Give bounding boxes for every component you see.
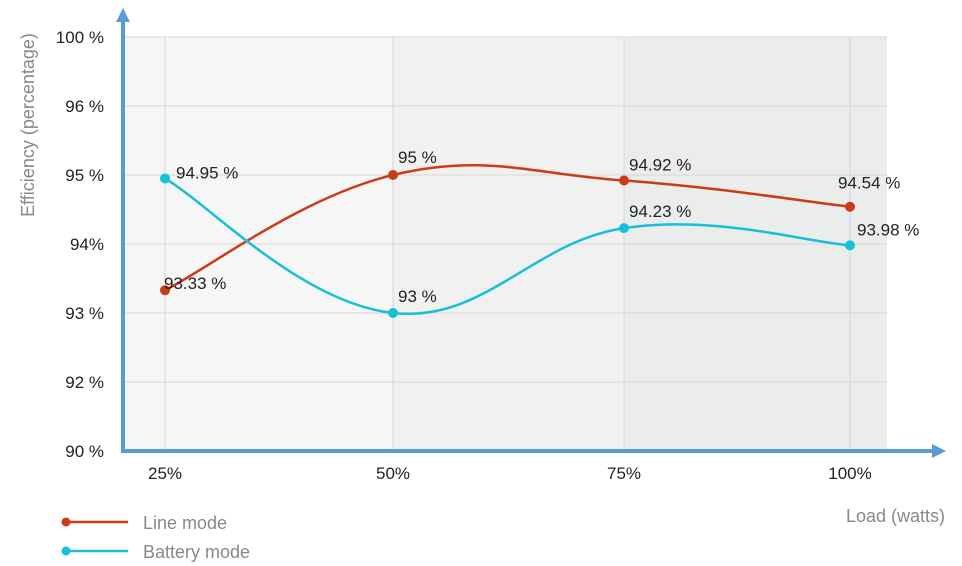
legend-item-line-mode: Line mode xyxy=(61,513,227,533)
axes xyxy=(116,8,946,458)
y-axis-title: Efficiency (percentage) xyxy=(18,33,38,217)
series-lines xyxy=(164,164,851,316)
y-tick-label: 96 % xyxy=(65,97,104,116)
data-labels: 93.33 % 95 % 94.92 % 94.54 % 94.95 % 93 % 94.2… xyxy=(164,148,919,306)
data-point xyxy=(388,170,398,180)
y-tick-label: 100 % xyxy=(56,28,104,47)
data-label: 94.23 % xyxy=(629,202,691,221)
y-tick-label: 92 % xyxy=(65,373,104,392)
legend-item-battery-mode: Battery mode xyxy=(61,542,250,562)
legend-marker-battery-mode xyxy=(61,546,71,556)
data-point xyxy=(160,173,170,184)
y-tick-label: 94% xyxy=(70,235,104,254)
data-point xyxy=(388,308,398,318)
axis-tick-labels: 90 % 92 % 93 % 94% 95 % 96 % 100 % 25% 50% 75% 100… xyxy=(56,28,872,483)
series-points xyxy=(160,170,855,318)
x-axis-arrow xyxy=(932,444,946,458)
data-label: 95 % xyxy=(398,148,437,167)
data-point xyxy=(845,201,855,212)
data-label: 94.92 % xyxy=(629,156,691,175)
y-tick-label: 90 % xyxy=(65,442,104,461)
legend-label-line-mode: Line mode xyxy=(143,513,227,533)
x-tick-label: 50% xyxy=(376,464,410,483)
y-tick-label: 93 % xyxy=(65,304,104,323)
data-point xyxy=(619,223,629,234)
y-axis-arrow xyxy=(116,8,130,22)
x-axis-title: Load (watts) xyxy=(846,506,945,526)
data-label: 93.33 % xyxy=(164,274,226,293)
data-label: 94.95 % xyxy=(176,163,238,182)
x-tick-label: 75% xyxy=(607,464,641,483)
series-line-line-mode xyxy=(164,164,851,292)
data-label: 93.98 % xyxy=(857,220,919,239)
series-line-battery-mode xyxy=(164,177,851,316)
legend: Line mode Battery mode xyxy=(61,513,250,562)
y-tick-label: 95 % xyxy=(65,166,104,185)
data-point xyxy=(845,240,855,251)
x-tick-label: 25% xyxy=(148,464,182,483)
x-tick-label: 100% xyxy=(828,464,871,483)
data-label: 93 % xyxy=(398,287,437,306)
legend-label-battery-mode: Battery mode xyxy=(143,542,250,562)
legend-marker-line-mode xyxy=(61,517,71,527)
data-point xyxy=(160,285,170,296)
data-point xyxy=(619,175,629,186)
data-label: 94.54 % xyxy=(838,174,900,193)
